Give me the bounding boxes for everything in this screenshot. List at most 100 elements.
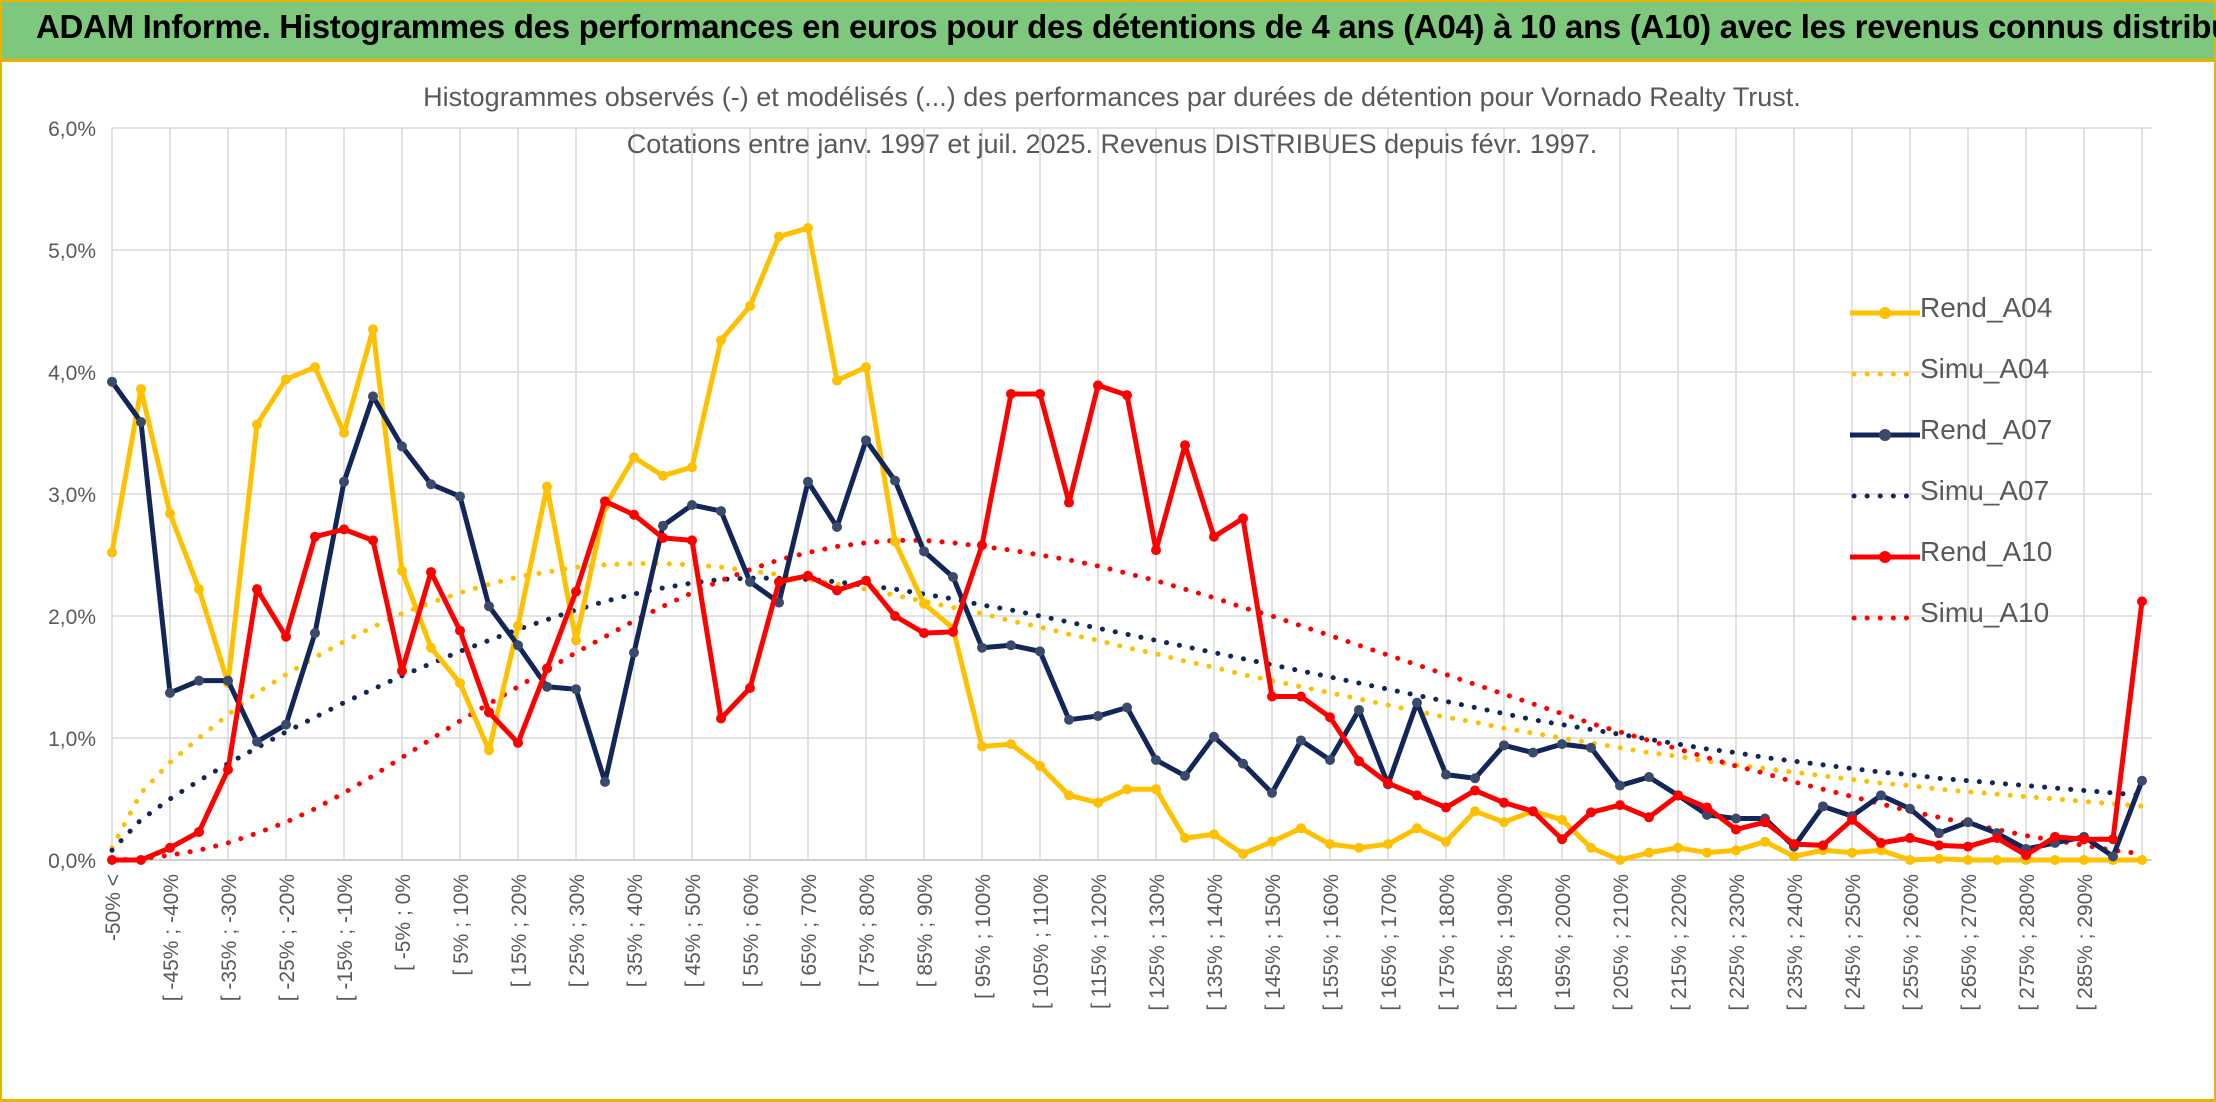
legend-label: Simu_A07 <box>1920 475 2050 506</box>
data-point-rend_a04 <box>629 452 639 463</box>
y-tick-label: 3,0% <box>48 484 96 507</box>
data-point-rend_a07 <box>339 476 349 487</box>
data-point-rend_a04 <box>107 547 117 558</box>
data-point-rend_a10 <box>1383 778 1393 789</box>
data-point-rend_a10 <box>339 524 349 535</box>
data-point-rend_a07 <box>542 681 552 692</box>
x-tick-label: [ 25% ; 30% <box>566 874 589 987</box>
data-point-rend_a04 <box>1325 839 1335 850</box>
data-point-rend_a04 <box>1731 845 1741 856</box>
data-point-rend_a04 <box>658 470 668 481</box>
x-tick-label: [ 235% ; 240% <box>1784 874 1807 1011</box>
legend-swatch <box>1851 493 1919 499</box>
x-tick-label: [ -35% ; -30% <box>218 874 241 1001</box>
line-chart: 0,0% 1,0% 2,0% 3,0% 4,0% 5,0% 6,0% -50% < [ -45… <box>48 82 2152 1011</box>
legend-marker <box>1879 429 1891 441</box>
data-point-rend_a04 <box>977 741 987 752</box>
data-point-rend_a10 <box>194 826 204 837</box>
data-point-rend_a07 <box>281 719 291 730</box>
legend-marker <box>1879 307 1891 319</box>
y-tick-label: 0,0% <box>48 850 96 873</box>
data-point-rend_a04 <box>832 375 842 386</box>
data-point-rend_a10 <box>1905 833 1915 844</box>
data-point-rend_a04 <box>310 362 320 373</box>
data-point-rend_a04 <box>1267 836 1277 847</box>
data-point-rend_a04 <box>1934 853 1944 864</box>
data-point-rend_a10 <box>716 713 726 724</box>
data-point-rend_a07 <box>455 491 465 502</box>
data-point-rend_a10 <box>1847 814 1857 825</box>
data-point-rend_a10 <box>687 535 697 546</box>
data-point-rend_a07 <box>1441 769 1451 780</box>
legend-marker <box>1879 551 1891 563</box>
y-tick-label: 5,0% <box>48 240 96 263</box>
data-point-rend_a07 <box>1644 772 1654 783</box>
legend-swatch <box>1851 371 1919 377</box>
data-point-rend_a07 <box>223 675 233 686</box>
data-point-rend_a07 <box>1122 702 1132 713</box>
data-point-rend_a10 <box>803 570 813 581</box>
data-point-rend_a07 <box>600 776 610 787</box>
data-point-rend_a10 <box>107 855 117 865</box>
data-point-rend_a07 <box>484 601 494 612</box>
data-point-rend_a04 <box>426 642 436 653</box>
data-point-rend_a10 <box>1934 840 1944 851</box>
data-point-rend_a04 <box>368 324 378 335</box>
chart-grid <box>111 127 2152 861</box>
data-point-rend_a07 <box>1731 813 1741 824</box>
data-point-rend_a10 <box>1151 545 1161 556</box>
data-point-rend_a10 <box>484 707 494 718</box>
data-point-rend_a07 <box>658 520 668 531</box>
data-point-rend_a07 <box>1499 740 1509 751</box>
data-point-rend_a04 <box>1296 823 1306 834</box>
x-tick-label: [ 195% ; 200% <box>1552 874 1575 1011</box>
data-point-rend_a04 <box>745 301 755 312</box>
data-point-rend_a10 <box>1470 785 1480 796</box>
legend-label: Rend_A07 <box>1920 414 2053 445</box>
x-tick-label: [ 285% ; 290% <box>2074 874 2097 1011</box>
data-point-rend_a07 <box>252 736 262 747</box>
data-point-rend_a07 <box>107 376 117 387</box>
data-point-rend_a10 <box>2021 850 2031 861</box>
x-tick-label: [ 35% ; 40% <box>624 874 647 987</box>
data-point-rend_a04 <box>687 462 697 473</box>
data-point-rend_a10 <box>1557 834 1567 845</box>
x-tick-label: [ 145% ; 150% <box>1262 874 1285 1011</box>
data-point-rend_a10 <box>1238 513 1248 524</box>
x-tick-label: [ 225% ; 230% <box>1726 874 1749 1011</box>
y-tick-label: 1,0% <box>48 728 96 751</box>
data-point-rend_a07 <box>629 647 639 658</box>
y-axis: 0,0% 1,0% 2,0% 3,0% 4,0% 5,0% 6,0% <box>48 118 96 873</box>
data-point-rend_a07 <box>1325 754 1335 765</box>
x-tick-label: [ 85% ; 90% <box>914 874 937 987</box>
data-point-rend_a07 <box>1412 697 1422 708</box>
y-tick-label: 6,0% <box>48 118 96 141</box>
data-point-rend_a10 <box>397 665 407 676</box>
data-point-rend_a07 <box>165 687 175 698</box>
data-point-rend_a07 <box>803 476 813 487</box>
data-point-rend_a10 <box>1528 806 1538 817</box>
chart-title: Histogrammes observés (-) et modélisés (… <box>423 82 1801 112</box>
data-point-rend_a04 <box>803 223 813 234</box>
series-line-simu_a04 <box>109 561 2145 851</box>
data-point-rend_a04 <box>1122 784 1132 795</box>
data-point-rend_a07 <box>1905 803 1915 814</box>
data-point-rend_a04 <box>774 231 784 242</box>
data-point-rend_a07 <box>1528 747 1538 758</box>
data-point-rend_a07 <box>1267 787 1277 798</box>
data-point-rend_a07 <box>716 506 726 517</box>
x-tick-label: [ 205% ; 210% <box>1610 874 1633 1011</box>
data-point-rend_a10 <box>281 631 291 642</box>
x-tick-label: [ 185% ; 190% <box>1494 874 1517 1011</box>
data-point-rend_a04 <box>1441 836 1451 847</box>
data-point-rend_a04 <box>1064 790 1074 801</box>
data-point-rend_a07 <box>977 642 987 653</box>
data-point-rend_a07 <box>1963 817 1973 828</box>
x-tick-label: [ 155% ; 160% <box>1320 874 1343 1011</box>
chart-subtitle: Cotations entre janv. 1997 et juil. 2025… <box>627 129 1598 159</box>
data-point-rend_a04 <box>281 374 291 385</box>
data-point-rend_a10 <box>1412 790 1422 801</box>
data-point-rend_a10 <box>2108 834 2118 845</box>
x-tick-label: [ -45% ; -40% <box>160 874 183 1001</box>
data-point-rend_a04 <box>1383 839 1393 850</box>
